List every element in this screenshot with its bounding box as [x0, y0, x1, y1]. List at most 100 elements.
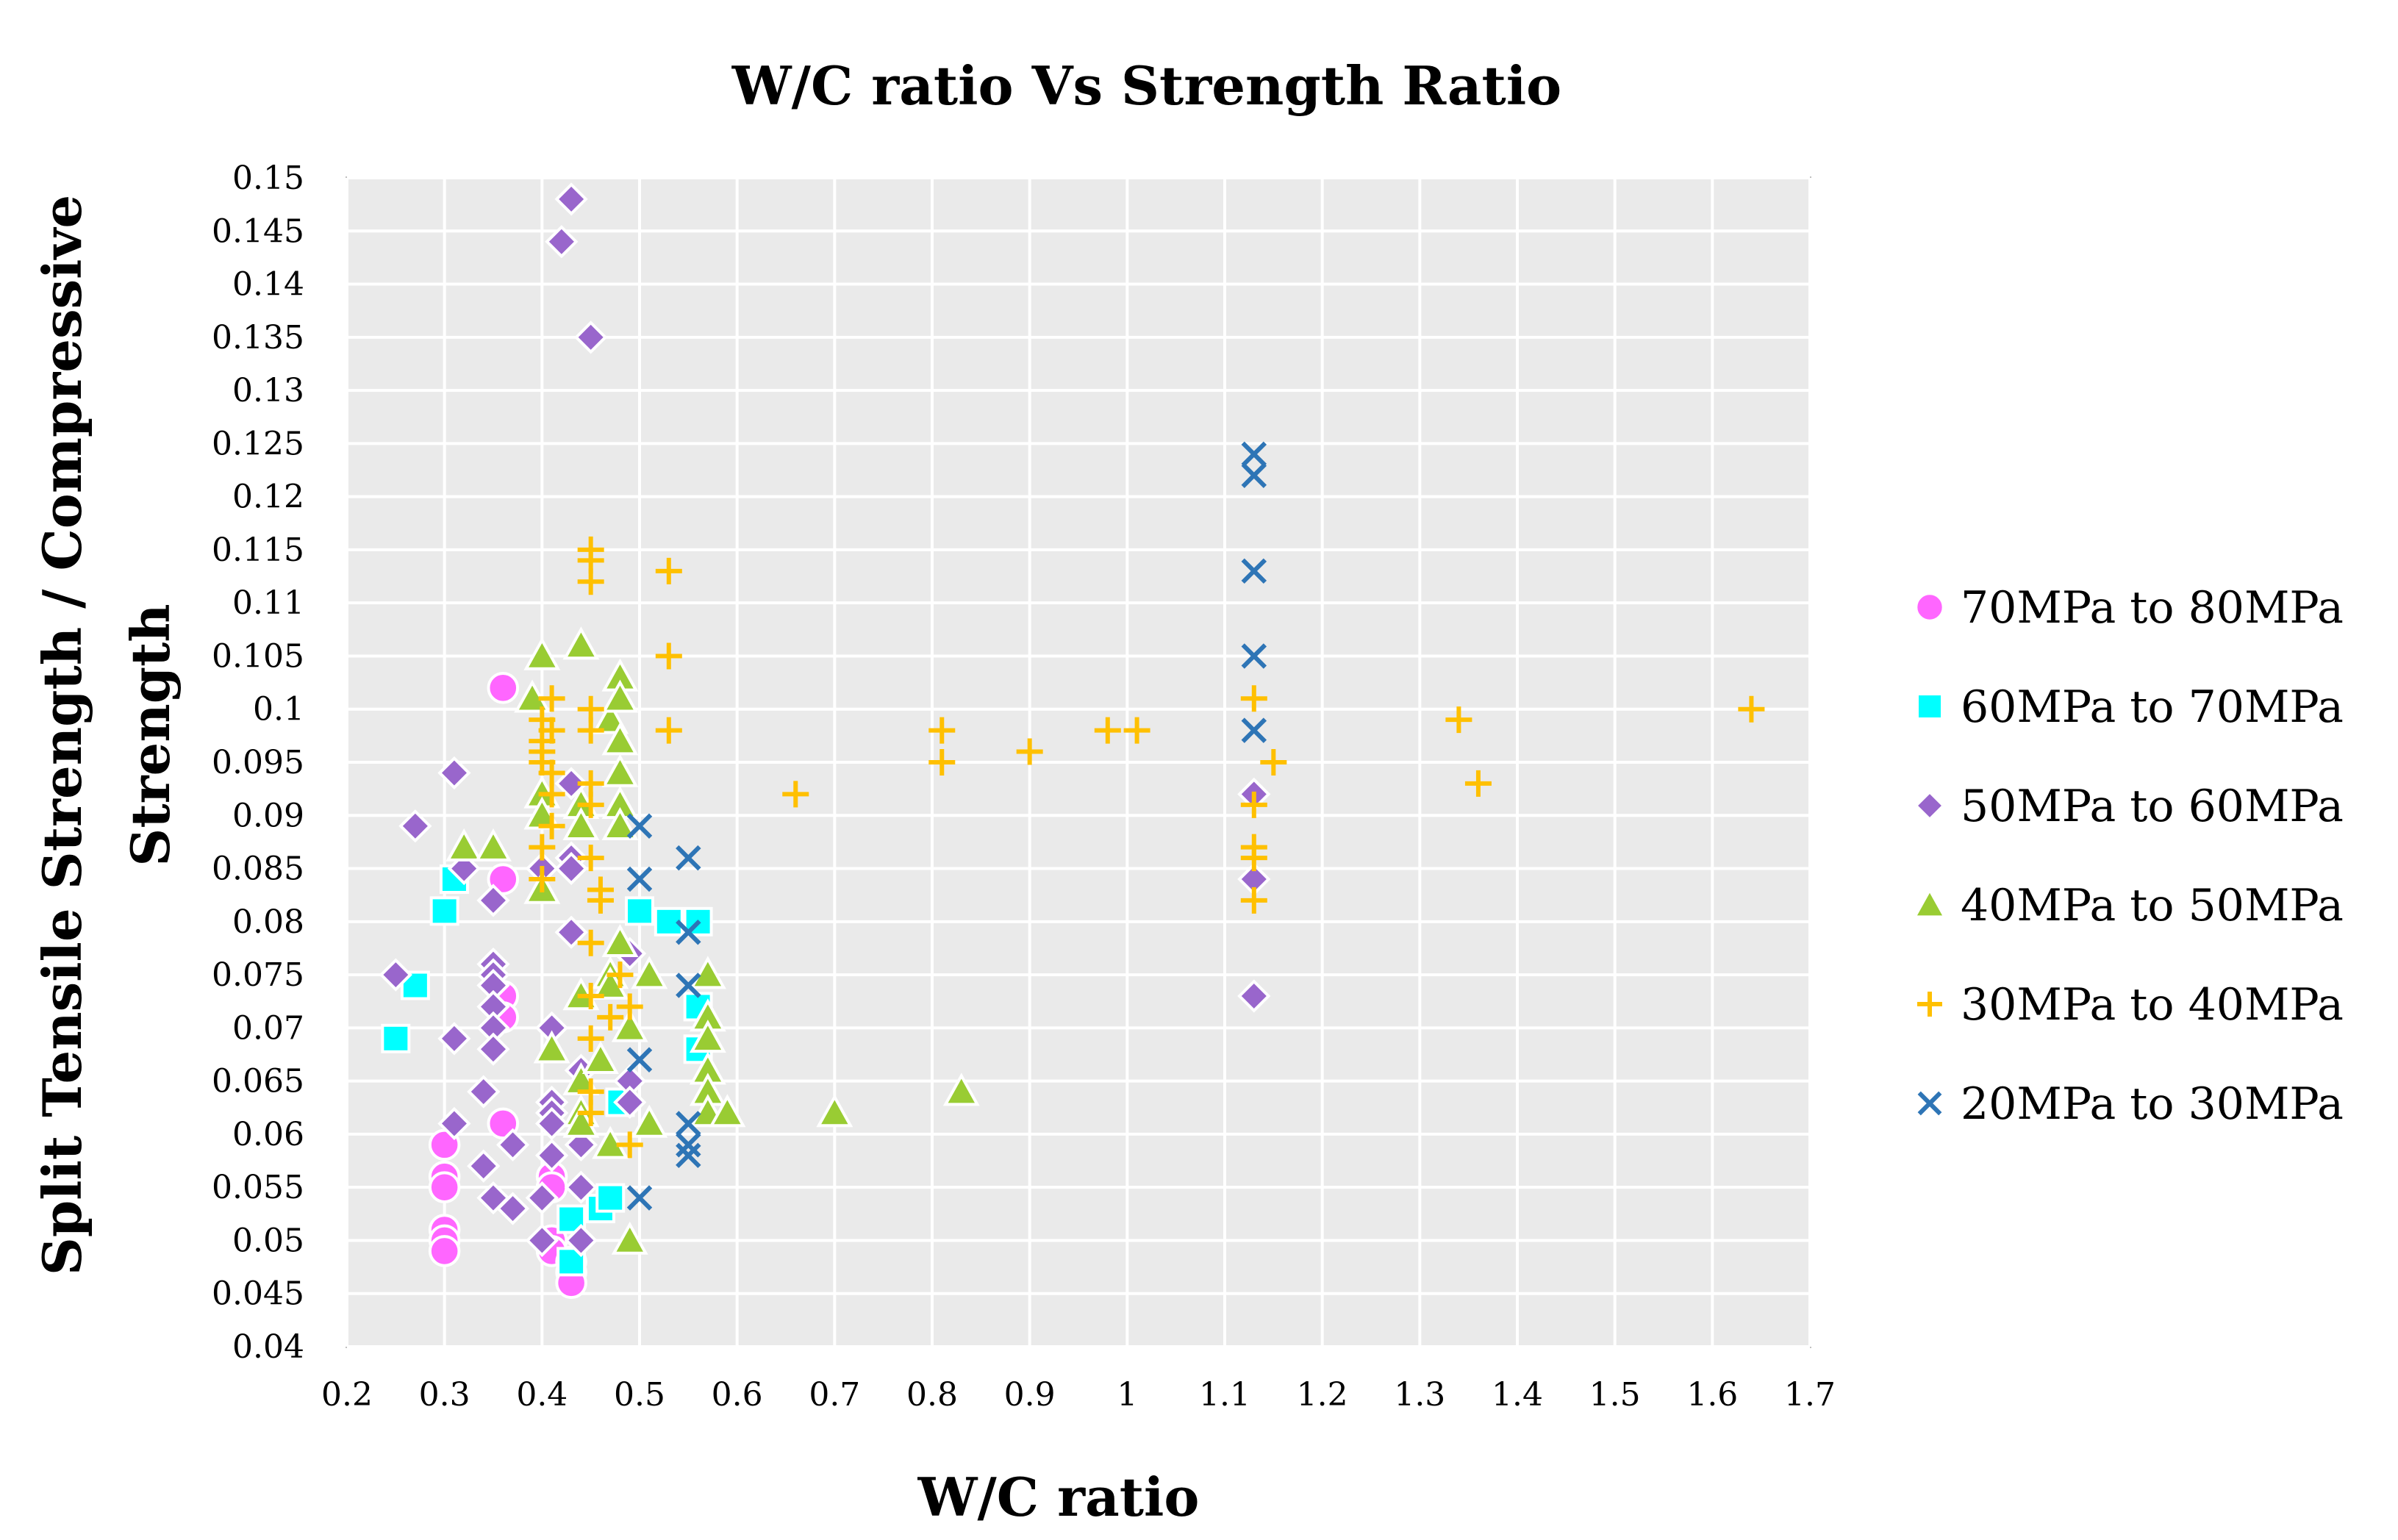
data-point [709, 1094, 746, 1128]
data-point [626, 866, 653, 892]
series-1 [381, 864, 713, 1277]
y-tick-label: 0.15 [232, 160, 304, 197]
x-tick-label: 0.7 [809, 1376, 860, 1414]
y-tick-label: 0.105 [212, 637, 304, 675]
x-tick-label: 0.6 [712, 1376, 763, 1414]
y-tick-label: 0.075 [212, 956, 304, 994]
data-point [1241, 717, 1267, 743]
data-point [398, 809, 432, 843]
data-point [538, 812, 565, 839]
legend-label: 20MPa to 30MPa [1961, 1078, 2344, 1130]
data-point [574, 320, 608, 354]
y-tick-label: 0.06 [232, 1116, 304, 1153]
legend-label: 60MPa to 70MPa [1961, 681, 2344, 733]
data-points [379, 182, 1765, 1300]
data-point [928, 749, 956, 776]
y-tick-label: 0.145 [212, 212, 304, 250]
y-tick-label: 0.065 [212, 1063, 304, 1100]
data-point [676, 1142, 701, 1169]
data-point [538, 781, 565, 808]
x-tick-label: 1.2 [1297, 1376, 1348, 1414]
legend-marker [1912, 887, 1947, 919]
data-point [437, 1106, 471, 1141]
data-point [631, 956, 668, 989]
x-axis-title: W/C ratio [917, 1466, 1200, 1528]
data-point [689, 956, 726, 989]
data-point [381, 1023, 411, 1053]
data-point [545, 225, 579, 259]
y-tick-label: 0.085 [212, 850, 304, 888]
legend-item: 50MPa to 60MPa [1914, 781, 2344, 832]
y-tick-label: 0.125 [212, 425, 304, 462]
data-point [475, 828, 512, 862]
legend-label: 40MPa to 50MPa [1961, 880, 2344, 931]
data-point [631, 1104, 668, 1138]
y-tick-label: 0.08 [232, 903, 304, 941]
data-point [467, 1075, 501, 1109]
data-point [1738, 695, 1765, 723]
data-point [587, 887, 614, 914]
data-point [595, 1183, 626, 1213]
data-point [611, 1221, 648, 1255]
data-point [616, 1131, 643, 1158]
data-point [626, 1185, 653, 1211]
data-point [523, 637, 561, 670]
data-point [577, 929, 604, 956]
series-5 [626, 441, 1267, 1211]
x-tick-label: 1.6 [1686, 1376, 1738, 1414]
y-tick-label: 0.13 [232, 372, 304, 409]
data-point [597, 1003, 624, 1031]
data-point [606, 961, 634, 989]
x-tick-label: 1.4 [1492, 1376, 1543, 1414]
data-point [437, 756, 471, 790]
x-tick-label: 1.3 [1394, 1376, 1445, 1414]
data-point [601, 722, 639, 756]
chart-title: W/C ratio Vs Strength Ratio [731, 54, 1561, 117]
data-point [533, 1030, 570, 1064]
data-point [816, 1094, 853, 1128]
series-2 [379, 182, 1271, 1258]
data-point [534, 1139, 569, 1172]
data-point [534, 1106, 569, 1141]
y-axis-title-line-2: Strength [119, 604, 182, 866]
data-point [495, 1192, 530, 1225]
data-point [626, 813, 653, 839]
legend-marker [1917, 992, 1942, 1017]
data-point [1237, 979, 1271, 1013]
x-tick-label: 1.1 [1199, 1376, 1250, 1414]
legend-label: 70MPa to 80MPa [1961, 582, 2344, 634]
data-point [1123, 717, 1150, 744]
data-point [476, 1032, 510, 1066]
data-point [1241, 462, 1267, 488]
y-axis-title-line-1: Split Tensile Strength / Compressive [31, 195, 93, 1275]
data-point [625, 896, 654, 926]
data-point [928, 717, 956, 744]
legend-item: 40MPa to 50MPa [1912, 880, 2344, 931]
legend-marker [1917, 1091, 1942, 1116]
data-point [564, 1223, 598, 1258]
data-point [487, 672, 520, 704]
x-axis-ticks: 0.2 0.3 0.4 0.5 0.6 0.7 0.8 0.9 1 1.1 1.2 1.3 1.4 1.5… [321, 1376, 1836, 1414]
data-point [655, 642, 682, 670]
legend-item: 30MPa to 40MPa [1917, 979, 2344, 1031]
legend-marker [1916, 692, 1944, 720]
data-point [601, 807, 639, 841]
data-point [554, 851, 588, 886]
data-point [467, 1149, 501, 1183]
data-point [626, 1047, 653, 1072]
data-point [577, 983, 604, 1009]
x-tick-label: 0.8 [906, 1376, 958, 1414]
data-point [554, 915, 588, 949]
y-tick-label: 0.09 [232, 797, 304, 834]
data-point [577, 1100, 604, 1126]
data-point [476, 884, 510, 917]
data-point [400, 970, 430, 1000]
legend-label: 30MPa to 40MPa [1961, 979, 2344, 1031]
y-tick-label: 0.045 [212, 1275, 304, 1313]
data-point [562, 626, 600, 660]
data-point [1241, 558, 1267, 584]
x-tick-label: 1.7 [1784, 1376, 1836, 1414]
x-tick-label: 0.9 [1004, 1376, 1056, 1414]
y-tick-label: 0.04 [232, 1328, 304, 1366]
